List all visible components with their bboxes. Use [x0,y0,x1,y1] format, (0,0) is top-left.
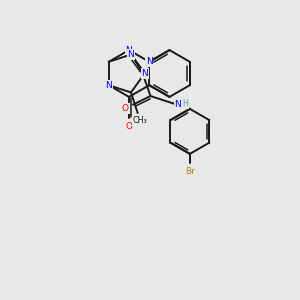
Text: N: N [105,81,112,90]
Text: O: O [125,122,133,131]
Text: N: N [126,46,132,55]
Text: Br: Br [185,167,195,176]
Text: N: N [128,50,134,59]
Text: O: O [122,104,129,113]
Text: N: N [146,57,153,66]
Text: CH₃: CH₃ [133,116,148,125]
Text: N: N [141,69,148,78]
Text: N: N [175,100,181,109]
Text: H: H [182,99,188,108]
